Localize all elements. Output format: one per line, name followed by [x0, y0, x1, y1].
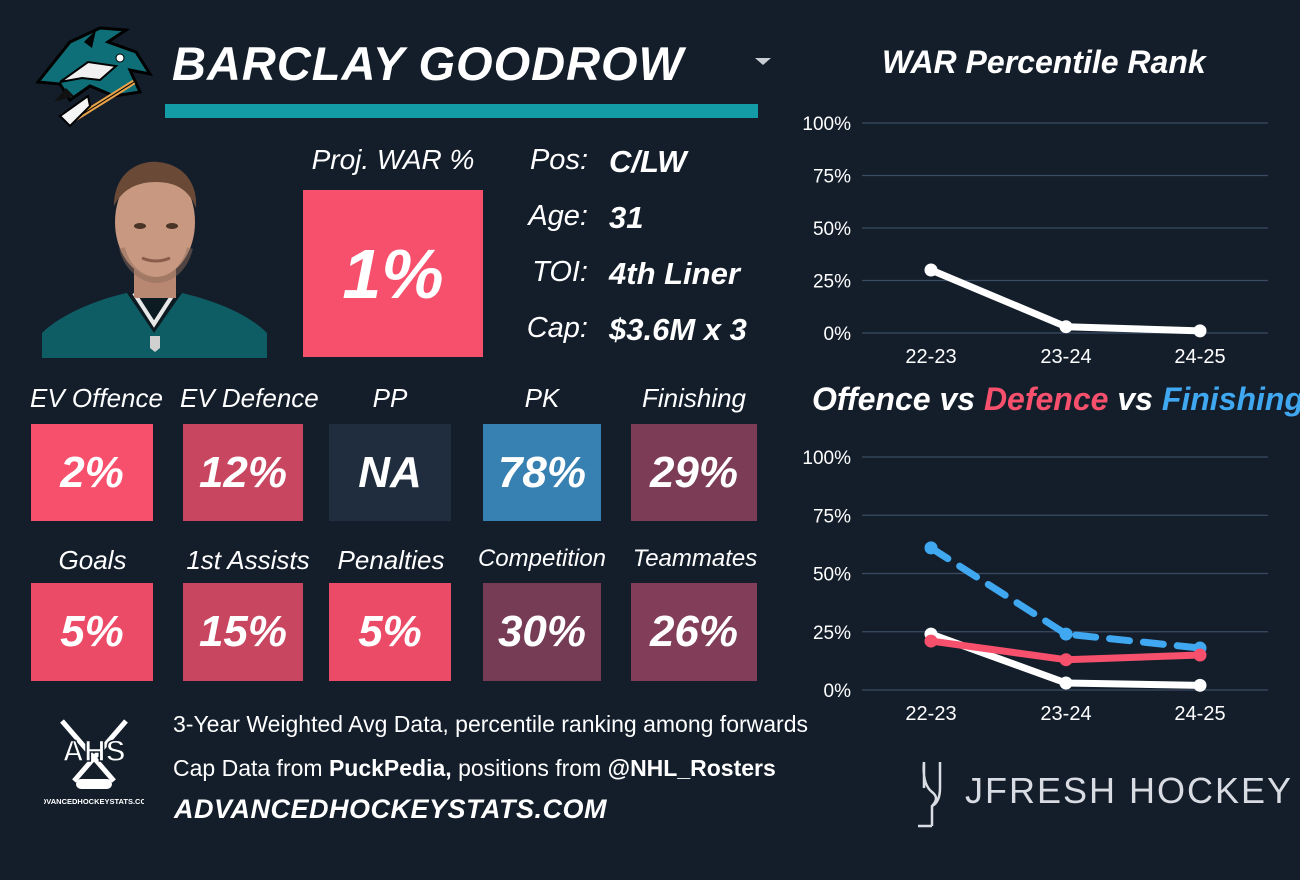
y-tick-label: 0% [824, 681, 852, 702]
y-tick-label: 25% [813, 623, 851, 644]
y-tick-label: 75% [813, 167, 851, 188]
chart-2-title: Offence vs Defence vs Finishing [812, 381, 1300, 418]
y-tick-label: 75% [813, 506, 851, 527]
chart-2-title-vs-1: vs [930, 381, 984, 417]
footer-line-2: Cap Data from PuckPedia, positions from … [173, 755, 776, 782]
metric-label-1st-assists: 1st Assists [186, 545, 310, 575]
chart-2-title-offence: Offence [812, 381, 931, 417]
metric-label-ev-defence: EV Defence [180, 383, 319, 413]
footer-site-link[interactable]: ADVANCEDHOCKEYSTATS.COM [174, 794, 608, 824]
y-tick-label: 50% [813, 565, 851, 586]
brand-name: JFRESH HOCKEY [965, 770, 1294, 811]
team-logo [30, 22, 158, 130]
data-point-defence [1193, 648, 1207, 662]
y-tick-label: 25% [813, 272, 851, 293]
info-value-age: 31 [609, 200, 644, 235]
name-underline [165, 104, 758, 118]
footer-cap-prefix: Cap Data from [173, 755, 329, 781]
chart-2-title-defence: Defence [983, 381, 1109, 417]
ahs-logo: AHS ADVANCEDHOCKEYSTATS.COM [35, 715, 153, 810]
metric-box-pk: 78% [483, 424, 601, 521]
data-point-finishing [1059, 627, 1073, 641]
offence-defence-finishing-chart: 100% 75% 50% 25% 0% 22-23 23-24 24-25 [802, 448, 1268, 725]
info-value-toi: 4th Liner [609, 256, 740, 291]
data-point-war [924, 263, 938, 277]
metric-label-finishing: Finishing [641, 383, 747, 413]
data-point-finishing [924, 541, 938, 555]
metric-box-finishing: 29% [631, 424, 757, 521]
footer-positions-prefix: positions from [451, 755, 608, 781]
player-photo [42, 148, 267, 358]
info-label-age: Age: [528, 200, 588, 232]
x-tick-label: 24-25 [1174, 346, 1225, 368]
player-name: BARCLAY GOODROW [172, 37, 684, 90]
x-tick-label: 24-25 [1174, 703, 1225, 725]
info-value-pos: C/LW [609, 144, 687, 179]
data-point-war [1059, 320, 1073, 334]
footer-line-1: 3-Year Weighted Avg Data, percentile ran… [173, 711, 809, 737]
war-percentile-chart: 100% 75% 50% 25% 0% 22-23 23-24 24-25 [802, 114, 1268, 368]
data-point-defence [1059, 653, 1073, 667]
x-tick-label: 22-23 [905, 703, 956, 725]
info-value-cap: $3.6M x 3 [609, 312, 747, 347]
metric-box-competition: 30% [483, 583, 601, 681]
metric-label-pk: PK [524, 383, 560, 413]
metric-box-teammates: 26% [631, 583, 757, 681]
y-tick-label: 0% [824, 324, 852, 345]
info-label-cap: Cap: [526, 312, 588, 344]
metric-label-goals: Goals [58, 545, 127, 575]
x-tick-label: 23-24 [1040, 703, 1091, 725]
info-label-toi: TOI: [532, 256, 588, 288]
footer-cap-source[interactable]: PuckPedia, [328, 755, 452, 781]
chart-2-title-vs-2: vs [1108, 381, 1162, 417]
series-line-finishing [927, 544, 1204, 652]
metric-box-penalties: 5% [329, 583, 451, 681]
ahs-logo-text: AHS [62, 735, 125, 768]
data-point-offence [1193, 678, 1207, 692]
y-tick-label: 50% [813, 219, 851, 240]
x-tick-label: 23-24 [1040, 346, 1091, 368]
metric-label-teammates: Teammates [632, 545, 758, 572]
footer-positions-handle[interactable]: @NHL_Rosters [607, 755, 776, 781]
y-tick-label: 100% [802, 114, 851, 135]
metric-box-ev-offence: 2% [31, 424, 153, 521]
proj-war-label: Proj. WAR % [311, 144, 475, 175]
data-point-defence [924, 634, 938, 648]
metric-box-ev-defence: 12% [183, 424, 303, 521]
info-label-pos: Pos: [529, 144, 588, 176]
metric-box-1st-assists: 15% [183, 583, 303, 681]
chart-2-title-finishing: Finishing [1161, 381, 1300, 417]
x-tick-label: 22-23 [905, 346, 956, 368]
jfresh-logo-icon [912, 758, 952, 830]
metric-label-penalties: Penalties [337, 545, 445, 575]
ahs-logo-small-text: ADVANCEDHOCKEYSTATS.COM [44, 797, 144, 806]
y-tick-label: 100% [802, 448, 851, 469]
data-point-offence [1059, 676, 1073, 690]
metric-box-pp: NA [329, 424, 451, 521]
chart-1-title: WAR Percentile Rank [882, 44, 1206, 80]
chevron-down-icon[interactable] [752, 52, 774, 70]
metric-label-competition: Competition [477, 545, 607, 572]
shark-logo-icon [35, 26, 154, 128]
proj-war-value: 1% [303, 190, 483, 357]
metric-label-pp: PP [372, 383, 408, 413]
metric-label-ev-offence: EV Offence [30, 383, 163, 413]
data-point-war [1193, 324, 1207, 338]
metric-box-goals: 5% [31, 583, 153, 681]
